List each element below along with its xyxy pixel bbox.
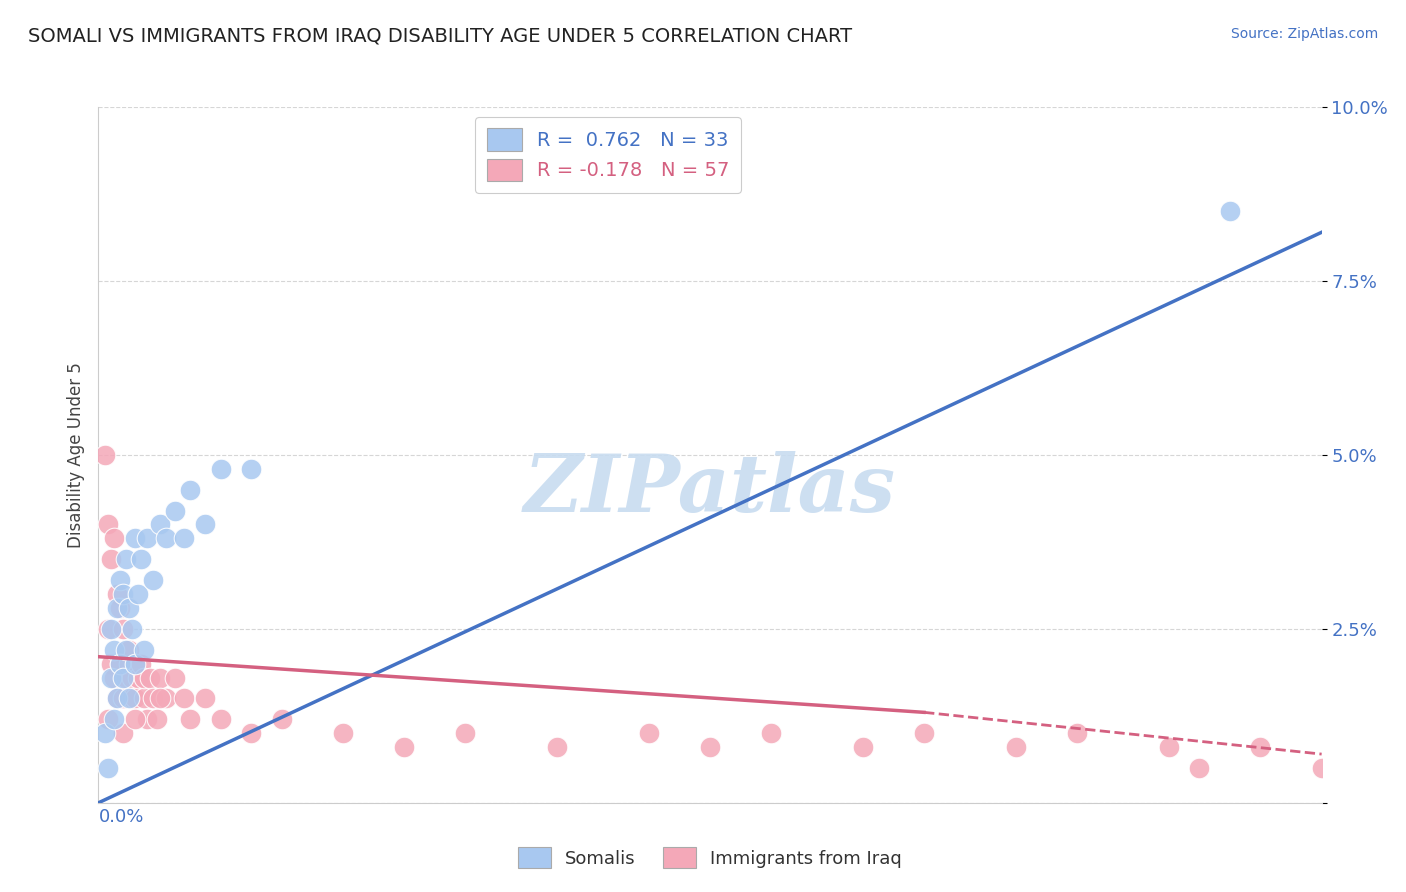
Point: [1188, 761, 1211, 775]
Point: [127, 671, 149, 685]
Point: [1004, 740, 1026, 755]
Point: [93, 726, 115, 740]
Point: [759, 726, 782, 740]
Point: [1249, 740, 1271, 755]
Text: SOMALI VS IMMIGRANTS FROM IRAQ DISABILITY AGE UNDER 5 CORRELATION CHART: SOMALI VS IMMIGRANTS FROM IRAQ DISABILIT…: [28, 27, 852, 45]
Point: [136, 712, 159, 726]
Point: [105, 601, 128, 615]
Point: [142, 691, 165, 706]
Point: [118, 642, 141, 657]
Point: [240, 462, 263, 476]
Point: [108, 573, 131, 587]
Y-axis label: Disability Age Under 5: Disability Age Under 5: [66, 362, 84, 548]
Text: 0.0%: 0.0%: [98, 808, 143, 826]
Point: [115, 642, 138, 657]
Point: [121, 622, 143, 636]
Point: [105, 691, 128, 706]
Point: [97, 712, 120, 726]
Point: [270, 712, 292, 726]
Point: [124, 532, 146, 546]
Point: [134, 642, 156, 657]
Point: [111, 726, 134, 740]
Point: [129, 552, 152, 566]
Point: [136, 532, 159, 546]
Point: [179, 712, 201, 726]
Point: [194, 517, 217, 532]
Point: [108, 601, 131, 615]
Point: [129, 657, 152, 671]
Point: [111, 671, 134, 685]
Point: [194, 691, 217, 706]
Point: [1219, 204, 1241, 219]
Point: [127, 587, 149, 601]
Point: [124, 712, 146, 726]
Point: [111, 587, 134, 601]
Point: [392, 740, 416, 755]
Point: [209, 712, 232, 726]
Point: [100, 671, 122, 685]
Point: [699, 740, 721, 755]
Point: [97, 622, 120, 636]
Point: [103, 671, 125, 685]
Point: [121, 691, 143, 706]
Point: [1310, 761, 1333, 775]
Point: [173, 532, 195, 546]
Point: [852, 740, 875, 755]
Point: [179, 483, 201, 497]
Point: [103, 642, 125, 657]
Point: [149, 671, 172, 685]
Point: [118, 657, 141, 671]
Point: [546, 740, 568, 755]
Point: [124, 691, 146, 706]
Point: [163, 671, 186, 685]
Point: [1066, 726, 1088, 740]
Point: [155, 691, 177, 706]
Point: [118, 691, 141, 706]
Point: [100, 657, 122, 671]
Point: [149, 691, 172, 706]
Point: [111, 691, 134, 706]
Legend: Somalis, Immigrants from Iraq: Somalis, Immigrants from Iraq: [509, 838, 911, 877]
Point: [139, 671, 162, 685]
Point: [115, 671, 138, 685]
Point: [124, 657, 146, 671]
Point: [149, 517, 172, 532]
Point: [145, 712, 167, 726]
Point: [134, 671, 156, 685]
Point: [108, 657, 131, 671]
Point: [1157, 740, 1180, 755]
Point: [115, 642, 138, 657]
Point: [105, 691, 128, 706]
Point: [163, 503, 186, 517]
Point: [173, 691, 195, 706]
Point: [97, 761, 120, 775]
Point: [97, 517, 120, 532]
Point: [93, 448, 115, 462]
Point: [105, 587, 128, 601]
Point: [115, 552, 138, 566]
Point: [111, 622, 134, 636]
Point: [912, 726, 935, 740]
Point: [155, 532, 177, 546]
Text: ZIPatlas: ZIPatlas: [524, 451, 896, 528]
Point: [118, 601, 141, 615]
Point: [121, 671, 143, 685]
Point: [100, 622, 122, 636]
Point: [124, 657, 146, 671]
Point: [134, 691, 156, 706]
Point: [454, 726, 477, 740]
Point: [240, 726, 263, 740]
Point: [103, 712, 125, 726]
Point: [637, 726, 661, 740]
Point: [108, 657, 131, 671]
Point: [332, 726, 354, 740]
Point: [142, 573, 165, 587]
Point: [100, 552, 122, 566]
Point: [209, 462, 232, 476]
Point: [103, 532, 125, 546]
Text: Source: ZipAtlas.com: Source: ZipAtlas.com: [1230, 27, 1378, 41]
